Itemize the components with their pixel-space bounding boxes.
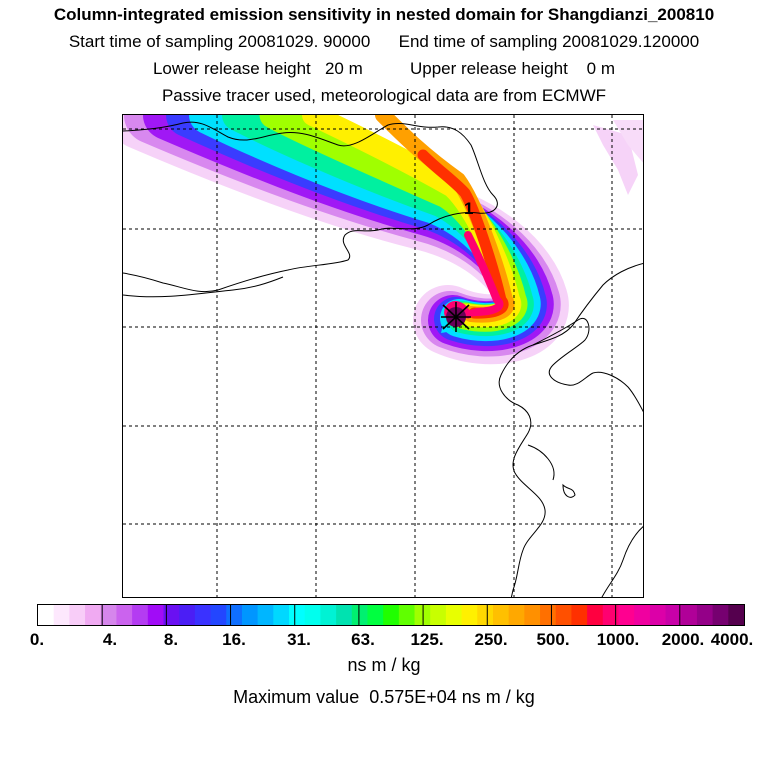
- tracer-info-line: Passive tracer used, meteorological data…: [161, 86, 607, 105]
- colorbar-swatch: [147, 605, 165, 625]
- colorbar-swatch: [336, 605, 353, 625]
- map-panel: 1: [122, 114, 644, 598]
- colorbar-swatch: [712, 605, 729, 625]
- colorbar-swatch: [163, 605, 180, 625]
- colorbar-swatch: [508, 605, 525, 625]
- colorbar-swatch: [587, 605, 604, 625]
- colorbar-swatch: [445, 605, 463, 625]
- colorbar-tick-5: 63.: [351, 630, 375, 649]
- colorbar-swatch: [241, 605, 259, 625]
- colorbar-tick-0: 0.: [29, 630, 45, 649]
- colorbar-swatch: [289, 605, 306, 625]
- colorbar-swatch: [257, 605, 274, 625]
- colorbar-swatch: [226, 605, 243, 625]
- colorbar-swatch: [194, 605, 212, 625]
- map-title: Column-integrated emission sensitivity i…: [53, 5, 715, 24]
- colorbar-swatch: [461, 605, 478, 625]
- map-canvas: 1: [123, 115, 643, 597]
- colorbar-swatch: [634, 605, 651, 625]
- colorbar-swatch: [602, 605, 620, 625]
- colorbar-swatch: [524, 605, 541, 625]
- colorbar-swatch: [100, 605, 118, 625]
- colorbar-swatch: [69, 605, 86, 625]
- sampling-time-line: Start time of sampling 20081029. 90000 E…: [68, 32, 700, 51]
- colorbar-swatch: [430, 605, 447, 625]
- colorbar-swatch: [210, 605, 227, 625]
- colorbar-swatch: [696, 605, 714, 625]
- colorbar-swatch: [665, 605, 682, 625]
- colorbar-swatch: [116, 605, 133, 625]
- colorbar: [37, 604, 745, 626]
- colorbar-tick-3: 16.: [222, 630, 246, 649]
- inner-border: [123, 276, 284, 298]
- colorbar-tick-6: 125.: [410, 630, 444, 649]
- colorbar-tick-11: 4000.: [710, 630, 754, 649]
- colorbar-swatch: [351, 605, 369, 625]
- colorbar-units: ns m / kg: [347, 655, 421, 675]
- colorbar-swatch: [304, 605, 321, 625]
- colorbar-tick-1: 4.: [102, 630, 118, 649]
- colorbar-swatch: [398, 605, 416, 625]
- colorbar-swatch: [383, 605, 400, 625]
- colorbar-swatch: [571, 605, 588, 625]
- emission-plume: [123, 115, 643, 365]
- colorbar-swatch: [179, 605, 196, 625]
- maximum-value-label: Maximum value 0.575E+04 ns m / kg: [233, 687, 535, 707]
- colorbar-swatches: [38, 605, 744, 625]
- colorbar-tick-10: 2000.: [661, 630, 705, 649]
- boundaries: [123, 121, 643, 597]
- colorbar-tick-9: 1000.: [596, 630, 640, 649]
- colorbar-swatch: [492, 605, 510, 625]
- colorbar-swatch: [649, 605, 667, 625]
- colorbar-swatch: [38, 605, 55, 625]
- northern-border: [123, 121, 498, 293]
- colorbar-swatch: [320, 605, 337, 625]
- colorbar-swatch: [367, 605, 384, 625]
- colorbar-swatch: [540, 605, 557, 625]
- colorbar-swatch: [477, 605, 494, 625]
- island: [562, 483, 576, 498]
- plume-label: 1: [464, 199, 473, 218]
- south-coast: [601, 526, 643, 597]
- colorbar-tick-4: 31.: [287, 630, 311, 649]
- colorbar-swatch: [681, 605, 698, 625]
- colorbar-swatch: [555, 605, 573, 625]
- coast-bay: [532, 317, 594, 386]
- colorbar-swatch: [53, 605, 70, 625]
- colorbar-swatch: [273, 605, 290, 625]
- colorbar-swatch: [618, 605, 635, 625]
- colorbar-swatch: [85, 605, 102, 625]
- coast-east: [498, 263, 643, 597]
- coast-peninsula: [592, 371, 643, 413]
- inland-line: [527, 444, 555, 481]
- colorbar-tick-2: 8.: [163, 630, 179, 649]
- release-height-line: Lower release height 20 m Upper release …: [152, 59, 616, 78]
- colorbar-tick-8: 500.: [536, 630, 570, 649]
- colorbar-swatch: [132, 605, 149, 625]
- colorbar-tick-7: 250.: [474, 630, 508, 649]
- x-star-icon: [441, 302, 471, 332]
- colorbar-swatch: [728, 605, 744, 625]
